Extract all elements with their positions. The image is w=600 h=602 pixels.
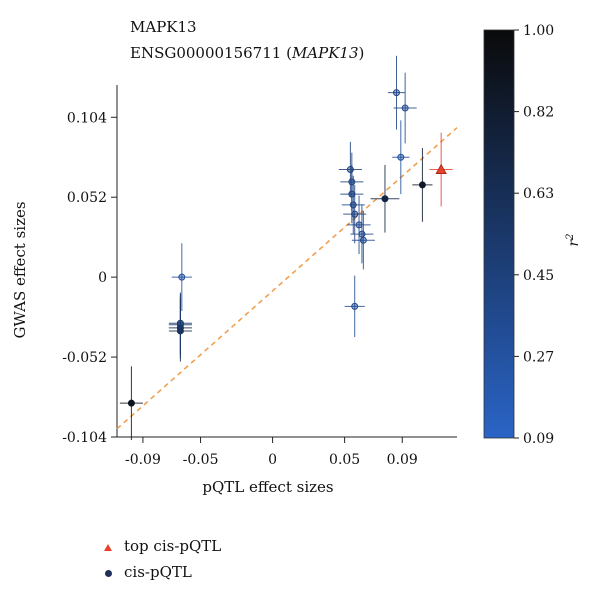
cis-pqtl-point	[412, 148, 433, 222]
legend-cis-label: cis-pQTL	[124, 563, 192, 581]
colorbar-tick-label: 0.82	[523, 105, 554, 121]
colorbar-tick-label: 0.63	[523, 186, 554, 202]
point-marker	[351, 302, 359, 310]
point-marker	[176, 321, 184, 329]
y-tick-label: -0.052	[62, 350, 107, 366]
cis-pqtl-point	[171, 243, 192, 311]
x-axis-label: pQTL effect sizes	[202, 478, 333, 496]
y-tick-label: 0.052	[67, 190, 107, 206]
navy-dot-icon	[100, 563, 116, 581]
point-marker	[397, 153, 405, 161]
subtitle-gene: MAPK13	[291, 44, 359, 62]
x-tick-label: -0.09	[125, 452, 161, 468]
legend-item-top: top cis-pQTL	[100, 537, 221, 555]
point-marker	[401, 104, 409, 112]
cis-pqtl-point	[168, 294, 192, 356]
colorbar-tick-label: 0.27	[523, 349, 554, 365]
colorbar-tick-label: 0.45	[523, 268, 554, 284]
plot-axes: -0.104 -0.052 0 0.052 0.104 -0.09 -0.05 0 0.05 0.…	[62, 85, 457, 468]
point-marker	[359, 236, 367, 244]
cis-pqtl-point	[351, 211, 375, 270]
legend-top-label: top cis-pQTL	[124, 537, 222, 555]
point-marker	[358, 230, 366, 238]
colorbar-gradient	[483, 29, 515, 439]
point-marker	[435, 163, 447, 174]
y-axis-label: GWAS effect sizes	[11, 201, 29, 338]
y-tick-label: 0.104	[67, 110, 107, 126]
chart-subtitle: ENSG00000156711 (MAPK13)	[130, 44, 364, 62]
x-tick-label: 0.09	[387, 452, 418, 468]
cis-pqtl-point	[338, 141, 362, 198]
point-marker	[355, 221, 363, 229]
colorbar-label: r2	[565, 233, 582, 246]
x-tick-label: 0.05	[329, 452, 360, 468]
x-tick-label: 0	[268, 452, 277, 468]
point-marker	[392, 89, 400, 97]
cis-pqtl-point	[392, 120, 410, 195]
point-marker	[127, 399, 135, 407]
cis-pqtl-point	[370, 164, 400, 233]
colorbar-tick-label: 1.00	[523, 23, 554, 39]
cis-pqtl-point	[387, 55, 406, 130]
chart-title: MAPK13	[130, 18, 197, 36]
point-marker	[381, 195, 389, 203]
point-marker	[349, 201, 357, 209]
legend-item-cis: cis-pQTL	[100, 563, 192, 581]
point-marker	[351, 210, 359, 218]
points-group	[119, 55, 453, 441]
cis-pqtl-point	[347, 195, 371, 255]
point-marker	[348, 190, 356, 198]
fit-line	[116, 127, 458, 430]
point-marker	[346, 166, 354, 174]
red-triangle-icon	[100, 537, 116, 555]
colorbar-tick-label: 0.09	[523, 431, 554, 447]
y-tick-label: 0	[98, 270, 107, 286]
top-cis-pqtl-point	[429, 132, 453, 207]
x-tick-label: -0.05	[183, 452, 219, 468]
point-marker	[418, 181, 426, 189]
subtitle-prefix: ENSG00000156711 (	[130, 44, 292, 62]
y-tick-label: -0.104	[62, 430, 107, 446]
cis-pqtl-point	[344, 275, 365, 338]
colorbar: 1.00 0.82 0.63 0.45 0.27 0.09 r2	[483, 23, 582, 447]
subtitle-suffix: )	[359, 44, 365, 62]
cis-pqtl-point	[119, 366, 143, 441]
fit-line-group	[116, 127, 458, 430]
point-marker	[178, 273, 186, 281]
cis-pqtl-point	[393, 72, 417, 144]
